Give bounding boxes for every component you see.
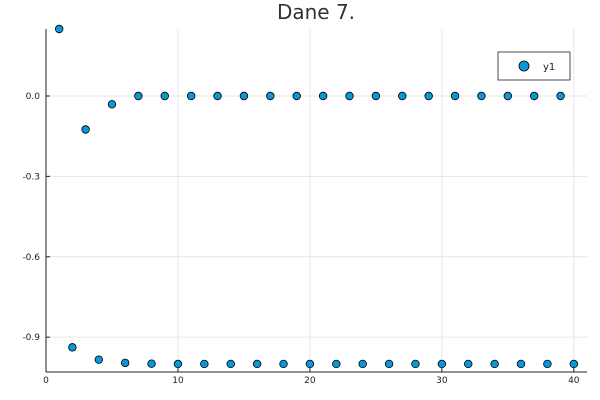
x-tick-label: 20 <box>304 376 316 386</box>
data-point <box>134 91 143 101</box>
data-point <box>318 91 328 101</box>
data-point <box>464 359 473 369</box>
data-points <box>54 24 579 369</box>
y-tick-label: -0.3 <box>22 172 40 182</box>
data-point <box>371 91 381 101</box>
data-point <box>516 359 526 369</box>
data-point <box>503 91 513 101</box>
data-point <box>279 359 288 369</box>
axes <box>45 29 587 373</box>
data-point <box>556 91 565 101</box>
data-point <box>120 358 130 368</box>
y-tick-label: -0.6 <box>22 253 40 263</box>
tick-labels: 0 10 20 30 40 0.0 -0.3 -0.6 -0.9 <box>22 92 579 386</box>
x-tick-label: 0 <box>43 376 49 386</box>
data-point <box>252 359 262 369</box>
data-point <box>81 125 90 134</box>
data-point <box>213 91 222 101</box>
legend: y1 <box>497 51 571 81</box>
x-tick-label: 10 <box>172 376 184 386</box>
x-tick-label: 30 <box>436 376 448 386</box>
data-point <box>450 91 460 101</box>
data-point <box>147 359 156 368</box>
data-point <box>160 91 169 101</box>
y-tick-label: 0.0 <box>26 92 41 102</box>
data-point <box>569 359 579 369</box>
data-point <box>332 359 341 369</box>
data-point <box>266 91 275 101</box>
data-point <box>490 359 499 369</box>
data-point <box>54 24 64 34</box>
data-point <box>186 91 196 101</box>
data-point <box>398 91 407 101</box>
legend-box <box>497 51 571 81</box>
data-point <box>424 91 433 101</box>
y-tick-label: -0.9 <box>22 333 40 343</box>
data-point <box>68 343 77 352</box>
grid <box>45 29 587 372</box>
data-point <box>543 359 552 369</box>
data-point <box>107 100 117 109</box>
legend-marker <box>518 60 530 72</box>
data-point <box>437 359 447 369</box>
legend-label: y1 <box>543 62 555 73</box>
x-tick-label: 40 <box>568 376 580 386</box>
data-point <box>305 359 315 369</box>
data-point <box>411 359 420 369</box>
data-point <box>292 91 301 101</box>
data-point <box>358 359 367 369</box>
data-point <box>530 91 539 101</box>
data-point <box>345 91 354 101</box>
data-point <box>94 355 103 364</box>
data-point <box>239 91 249 101</box>
data-point <box>226 359 235 369</box>
chart-title: Dane 7. <box>277 0 355 24</box>
data-point <box>477 91 486 101</box>
data-point <box>173 359 183 369</box>
data-point <box>200 359 209 369</box>
data-point <box>384 359 394 369</box>
